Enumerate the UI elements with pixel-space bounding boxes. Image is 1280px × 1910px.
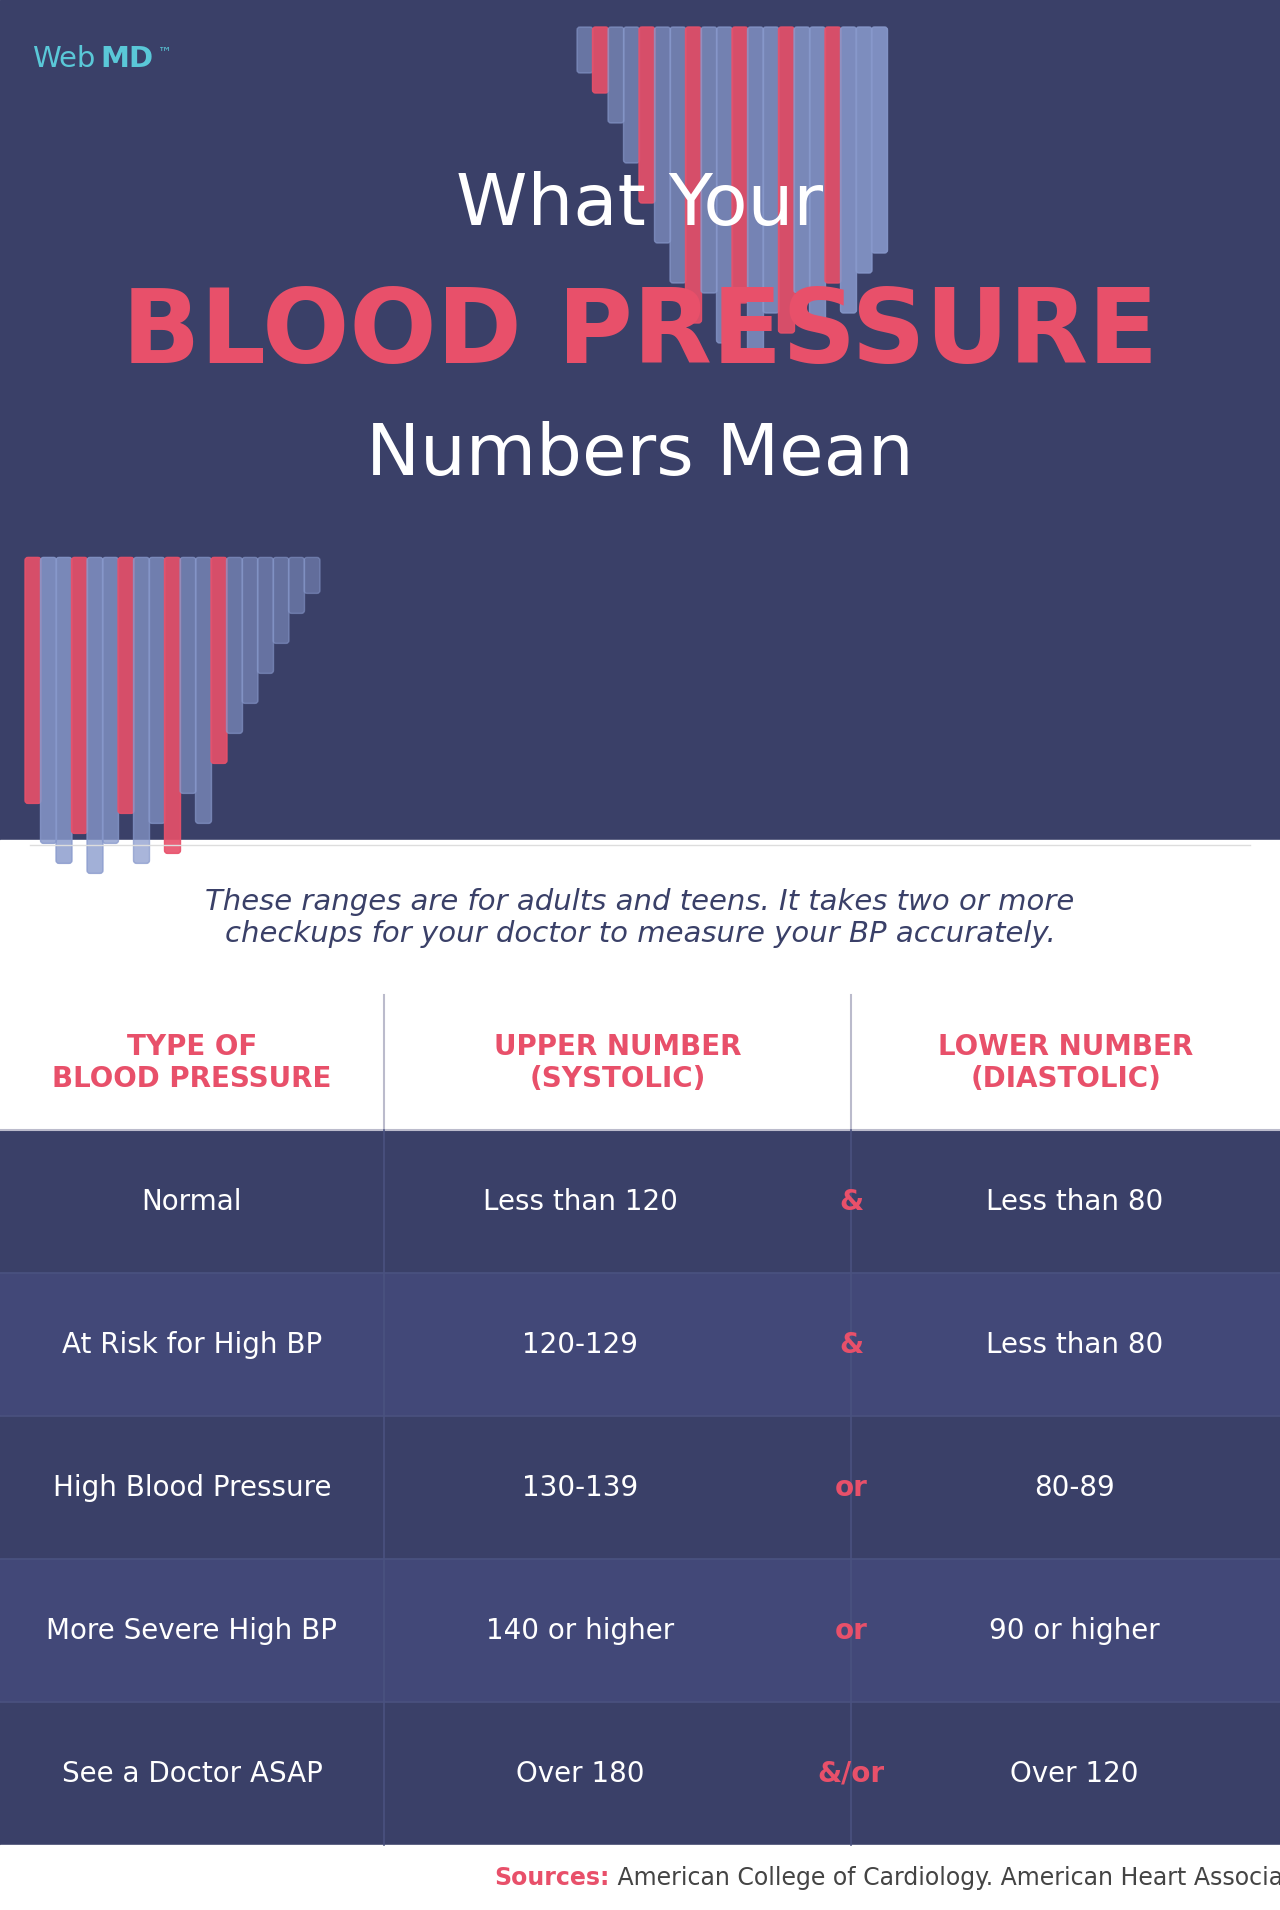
Text: 80-89: 80-89 [1034, 1475, 1115, 1501]
FancyBboxPatch shape [826, 27, 841, 283]
FancyBboxPatch shape [165, 558, 180, 854]
FancyBboxPatch shape [841, 27, 856, 313]
FancyBboxPatch shape [856, 27, 872, 273]
Bar [0, 1702, 1280, 1845]
FancyBboxPatch shape [623, 27, 640, 162]
FancyBboxPatch shape [288, 558, 305, 613]
Text: ™: ™ [157, 46, 172, 59]
Text: Less than 120: Less than 120 [483, 1188, 677, 1217]
Text: See a Doctor ASAP: See a Doctor ASAP [61, 1759, 323, 1788]
Text: Normal: Normal [142, 1188, 242, 1217]
FancyBboxPatch shape [87, 558, 102, 873]
FancyBboxPatch shape [257, 558, 274, 674]
Text: 140 or higher: 140 or higher [486, 1616, 675, 1645]
FancyBboxPatch shape [211, 558, 227, 764]
FancyBboxPatch shape [608, 27, 623, 122]
Bar [0, 840, 1280, 995]
FancyBboxPatch shape [669, 27, 686, 283]
Text: &: & [840, 1331, 863, 1358]
FancyBboxPatch shape [593, 27, 608, 94]
FancyBboxPatch shape [102, 558, 119, 844]
FancyBboxPatch shape [148, 558, 165, 823]
Text: MD: MD [100, 46, 154, 73]
FancyBboxPatch shape [748, 27, 763, 353]
Text: Less than 80: Less than 80 [986, 1188, 1162, 1217]
FancyBboxPatch shape [732, 27, 748, 304]
Text: Over 120: Over 120 [1010, 1759, 1138, 1788]
Bar [0, 0, 1280, 840]
Bar [0, 1559, 1280, 1702]
FancyBboxPatch shape [305, 558, 320, 594]
FancyBboxPatch shape [242, 558, 259, 703]
Text: American College of Cardiology. American Heart Association. UpToDate.: American College of Cardiology. American… [611, 1866, 1280, 1889]
Bar [0, 995, 1280, 1131]
Text: These ranges are for adults and teens. It takes two or more
checkups for your do: These ranges are for adults and teens. I… [205, 888, 1075, 947]
FancyBboxPatch shape [686, 27, 701, 323]
FancyBboxPatch shape [133, 558, 150, 863]
FancyBboxPatch shape [227, 558, 242, 733]
Text: Sources:: Sources: [494, 1866, 611, 1889]
Text: LOWER NUMBER
(DIASTOLIC): LOWER NUMBER (DIASTOLIC) [938, 1033, 1193, 1093]
FancyBboxPatch shape [717, 27, 732, 344]
Text: &/or: &/or [818, 1759, 884, 1788]
FancyBboxPatch shape [72, 558, 87, 833]
Text: 130-139: 130-139 [522, 1475, 639, 1501]
Bar [0, 1415, 1280, 1559]
FancyBboxPatch shape [701, 27, 717, 292]
Text: or: or [835, 1616, 868, 1645]
Text: Over 180: Over 180 [516, 1759, 644, 1788]
Text: 90 or higher: 90 or higher [989, 1616, 1160, 1645]
Text: TYPE OF
BLOOD PRESSURE: TYPE OF BLOOD PRESSURE [52, 1033, 332, 1093]
FancyBboxPatch shape [794, 27, 810, 292]
Text: High Blood Pressure: High Blood Pressure [52, 1475, 332, 1501]
FancyBboxPatch shape [577, 27, 593, 73]
Text: Less than 80: Less than 80 [986, 1331, 1162, 1358]
FancyBboxPatch shape [118, 558, 134, 814]
FancyBboxPatch shape [809, 27, 826, 323]
Text: At Risk for High BP: At Risk for High BP [61, 1331, 323, 1358]
FancyBboxPatch shape [778, 27, 795, 332]
FancyBboxPatch shape [763, 27, 780, 313]
FancyBboxPatch shape [273, 558, 289, 644]
Text: BLOOD PRESSURE: BLOOD PRESSURE [122, 285, 1158, 386]
Text: What Your: What Your [457, 170, 823, 239]
FancyBboxPatch shape [654, 27, 671, 243]
FancyBboxPatch shape [180, 558, 196, 793]
Text: 120-129: 120-129 [522, 1331, 639, 1358]
Text: More Severe High BP: More Severe High BP [46, 1616, 338, 1645]
FancyBboxPatch shape [56, 558, 72, 863]
Text: UPPER NUMBER
(SYSTOLIC): UPPER NUMBER (SYSTOLIC) [494, 1033, 741, 1093]
Text: or: or [835, 1475, 868, 1501]
Text: Web: Web [32, 46, 96, 73]
FancyBboxPatch shape [26, 558, 41, 804]
FancyBboxPatch shape [196, 558, 211, 823]
Bar [0, 1274, 1280, 1415]
Bar [0, 1845, 1280, 1910]
Bar [0, 1131, 1280, 1274]
FancyBboxPatch shape [872, 27, 887, 252]
Text: Numbers Mean: Numbers Mean [366, 420, 914, 489]
Text: &: & [840, 1188, 863, 1217]
FancyBboxPatch shape [639, 27, 655, 202]
FancyBboxPatch shape [41, 558, 56, 844]
